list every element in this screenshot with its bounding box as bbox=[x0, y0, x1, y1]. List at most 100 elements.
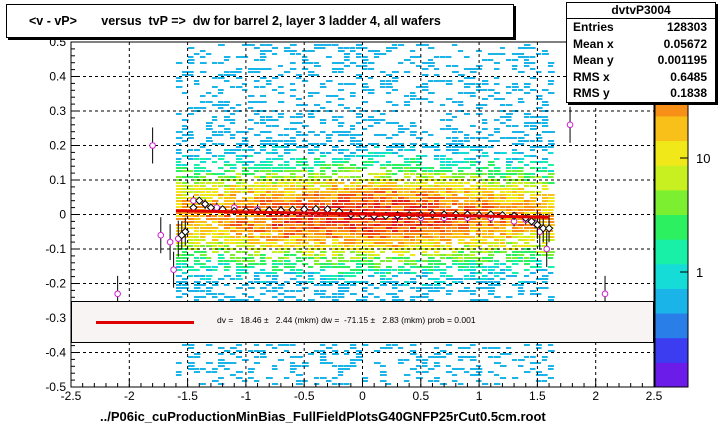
heatmap-cell bbox=[541, 359, 547, 361]
heatmap-cell bbox=[415, 206, 421, 208]
heatmap-cell bbox=[187, 170, 194, 172]
heatmap-cell bbox=[325, 347, 333, 349]
y-tick-label: 0.4 bbox=[49, 70, 66, 84]
heatmap-cell bbox=[349, 275, 357, 277]
heatmap-cell bbox=[433, 377, 440, 379]
heatmap-cell bbox=[403, 101, 411, 103]
heatmap-cell bbox=[469, 266, 476, 268]
heatmap-cell bbox=[193, 221, 201, 223]
heatmap-cell bbox=[493, 260, 500, 262]
heatmap-cell bbox=[409, 227, 417, 229]
heatmap-cell bbox=[355, 242, 363, 244]
heatmap-cell bbox=[487, 179, 494, 181]
heatmap-cell bbox=[433, 245, 441, 247]
heatmap-cell bbox=[511, 191, 518, 193]
heatmap-cell bbox=[253, 239, 260, 241]
heatmap-cell bbox=[415, 221, 421, 223]
heatmap-cell bbox=[193, 185, 200, 187]
heatmap-cell bbox=[211, 86, 218, 88]
heatmap-cell bbox=[451, 194, 458, 196]
heatmap-cell bbox=[319, 248, 327, 250]
heatmap-cell bbox=[259, 221, 266, 223]
x-tick-label: 2.5 bbox=[646, 389, 663, 403]
heatmap-cell bbox=[355, 239, 362, 241]
heatmap-cell bbox=[211, 371, 218, 373]
heatmap-cell bbox=[259, 353, 266, 355]
heatmap-cell bbox=[187, 221, 195, 223]
heatmap-cell bbox=[337, 98, 345, 100]
heatmap-cell bbox=[277, 164, 284, 166]
heatmap-cell bbox=[517, 281, 525, 283]
heatmap-cell bbox=[481, 197, 488, 199]
heatmap-cell bbox=[403, 281, 410, 283]
heatmap-cell bbox=[349, 365, 357, 367]
heatmap-cell bbox=[241, 299, 249, 301]
heatmap-cell bbox=[193, 263, 201, 265]
heatmap-cell bbox=[253, 68, 261, 70]
heatmap-cell bbox=[421, 359, 429, 361]
heatmap-cell bbox=[199, 383, 206, 385]
heatmap-cell bbox=[547, 164, 554, 166]
heatmap-cell bbox=[379, 236, 387, 238]
heatmap-cell bbox=[385, 176, 392, 178]
heatmap-cell bbox=[331, 161, 339, 163]
heatmap-cell bbox=[469, 209, 477, 211]
heatmap-cell bbox=[433, 278, 440, 280]
heatmap-cell bbox=[529, 185, 537, 187]
heatmap-cell bbox=[223, 59, 230, 61]
heatmap-cell bbox=[379, 224, 386, 226]
heatmap-cell bbox=[259, 188, 266, 190]
heatmap-cell bbox=[385, 152, 392, 154]
heatmap-cell bbox=[277, 92, 285, 94]
heatmap-cell bbox=[529, 155, 537, 157]
heatmap-cell bbox=[253, 380, 260, 382]
heatmap-cell bbox=[367, 92, 375, 94]
heatmap-cell bbox=[337, 188, 345, 190]
stats-value: 0.6485 bbox=[670, 69, 707, 84]
heatmap-cell bbox=[229, 170, 236, 172]
heatmap-cell bbox=[499, 269, 506, 271]
heatmap-cell bbox=[529, 125, 537, 127]
heatmap-cell bbox=[445, 194, 453, 196]
heatmap-cell bbox=[493, 119, 500, 121]
heatmap-cell bbox=[349, 230, 357, 232]
y-tick-label: 0 bbox=[59, 208, 66, 222]
heatmap-cell bbox=[373, 362, 381, 364]
heatmap-cell bbox=[361, 89, 368, 91]
heatmap-cell bbox=[403, 260, 410, 262]
heatmap-cell bbox=[415, 188, 422, 190]
heatmap-cell bbox=[439, 164, 446, 166]
heatmap-cell bbox=[235, 206, 242, 208]
heatmap-cell bbox=[397, 272, 403, 274]
heatmap-cell bbox=[187, 248, 194, 250]
heatmap-cell bbox=[319, 284, 327, 286]
heatmap-cell bbox=[481, 200, 489, 202]
stats-label: Mean y bbox=[573, 53, 614, 67]
heatmap-cell bbox=[463, 257, 471, 259]
heatmap-cell bbox=[331, 365, 338, 367]
heatmap-cell bbox=[211, 203, 219, 205]
heatmap-cell bbox=[421, 269, 428, 271]
heatmap-cell bbox=[397, 146, 405, 148]
heatmap-cell bbox=[199, 239, 206, 241]
heatmap-cell bbox=[487, 281, 494, 283]
heatmap-cell bbox=[385, 74, 393, 76]
heatmap-cell bbox=[217, 167, 224, 169]
y-tick-label: 0.5 bbox=[49, 35, 66, 49]
heatmap-cell bbox=[193, 191, 200, 193]
heatmap-cell bbox=[193, 197, 201, 199]
heatmap-cell bbox=[337, 242, 345, 244]
heatmap-cell bbox=[517, 176, 525, 178]
heatmap-cell bbox=[361, 62, 368, 64]
heatmap-cell bbox=[241, 137, 248, 139]
heatmap-cell bbox=[199, 146, 206, 148]
heatmap-cell bbox=[433, 158, 440, 160]
heatmap-cell bbox=[319, 86, 327, 88]
heatmap-cell bbox=[427, 167, 435, 169]
heatmap-cell bbox=[367, 245, 374, 247]
magenta-point bbox=[149, 142, 156, 149]
heatmap-cell bbox=[313, 134, 320, 136]
heatmap-cell bbox=[481, 152, 489, 154]
heatmap-cell bbox=[175, 113, 182, 115]
heatmap-cell bbox=[337, 122, 345, 124]
